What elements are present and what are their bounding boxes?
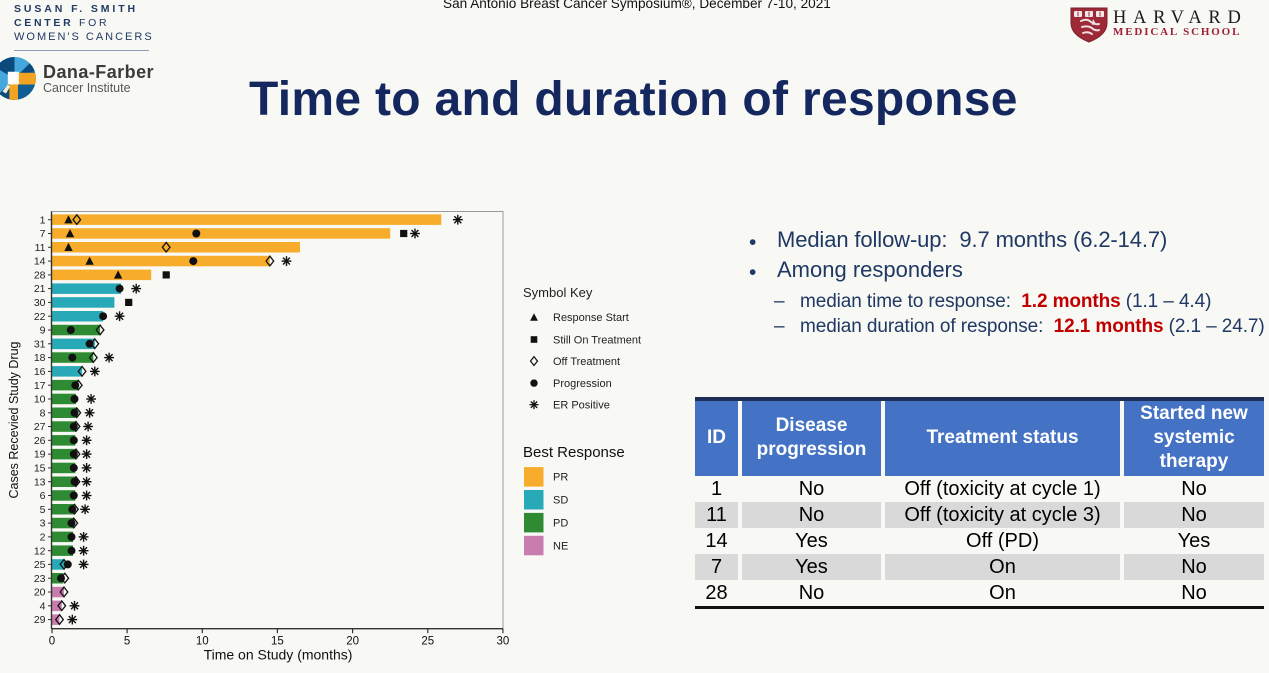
svg-text:Response Start: Response Start [553, 312, 629, 324]
svg-text:15: 15 [34, 463, 46, 475]
svg-text:15: 15 [271, 636, 284, 648]
svg-text:20: 20 [34, 587, 46, 599]
svg-text:Time on Study (months): Time on Study (months) [204, 647, 353, 663]
svg-text:Symbol Key: Symbol Key [523, 285, 593, 300]
svg-text:ER Positive: ER Positive [553, 400, 610, 412]
svg-text:NE: NE [553, 540, 568, 552]
svg-text:5: 5 [124, 636, 130, 648]
svg-text:31: 31 [34, 338, 46, 350]
svg-text:11: 11 [35, 242, 46, 254]
svg-text:PD: PD [553, 517, 568, 529]
svg-text:21: 21 [34, 283, 46, 295]
svg-text:28: 28 [34, 270, 46, 282]
svg-text:25: 25 [34, 559, 46, 571]
svg-text:27: 27 [34, 421, 46, 433]
svg-text:3: 3 [40, 518, 46, 530]
svg-text:7: 7 [40, 228, 46, 240]
svg-text:9: 9 [40, 325, 46, 337]
svg-text:6: 6 [40, 490, 46, 502]
svg-text:Still On Treatment: Still On Treatment [553, 334, 641, 346]
svg-text:PR: PR [553, 472, 568, 484]
svg-text:19: 19 [34, 449, 46, 461]
svg-text:2: 2 [40, 532, 46, 544]
svg-text:8: 8 [40, 407, 46, 419]
svg-text:14: 14 [34, 256, 46, 268]
svg-text:18: 18 [34, 352, 46, 364]
svg-text:20: 20 [346, 636, 359, 648]
svg-text:5: 5 [40, 504, 46, 516]
svg-text:Progression: Progression [553, 378, 612, 390]
svg-text:12: 12 [34, 545, 46, 557]
svg-text:10: 10 [196, 636, 209, 648]
svg-text:SD: SD [553, 495, 568, 507]
svg-text:1: 1 [40, 214, 46, 226]
svg-text:13: 13 [34, 476, 46, 488]
svg-text:29: 29 [34, 614, 46, 626]
svg-text:22: 22 [34, 311, 46, 323]
svg-text:Best Response: Best Response [523, 444, 625, 461]
svg-text:Cases Recevied Study Drug: Cases Recevied Study Drug [7, 341, 21, 498]
svg-text:23: 23 [34, 573, 46, 585]
svg-text:Off Treatment: Off Treatment [553, 356, 620, 368]
svg-text:10: 10 [34, 394, 46, 406]
svg-text:25: 25 [421, 636, 434, 648]
svg-text:26: 26 [34, 435, 46, 447]
svg-text:0: 0 [49, 636, 55, 648]
svg-text:30: 30 [34, 297, 46, 309]
svg-text:4: 4 [40, 600, 46, 612]
svg-text:16: 16 [34, 366, 46, 378]
svg-text:30: 30 [497, 636, 510, 648]
svg-text:17: 17 [34, 380, 46, 392]
